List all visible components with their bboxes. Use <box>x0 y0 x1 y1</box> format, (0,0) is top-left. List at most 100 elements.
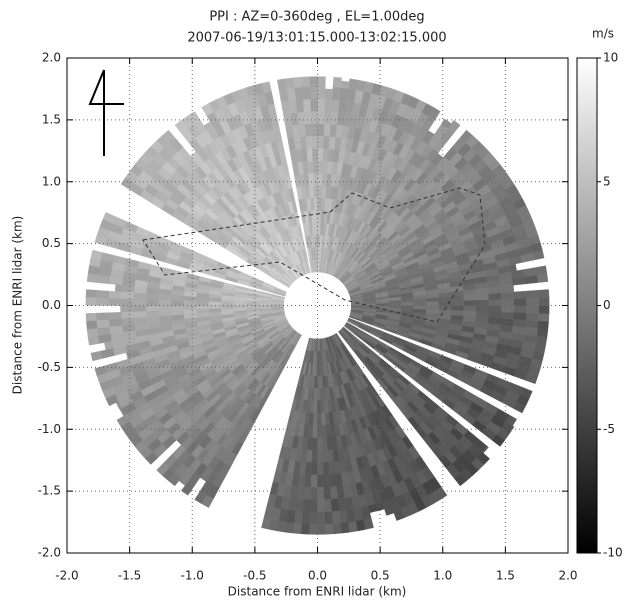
field-cell <box>168 473 182 487</box>
field-cell <box>330 111 339 125</box>
field-cell <box>108 312 122 321</box>
field-cell <box>95 297 109 306</box>
field-cell <box>317 172 323 186</box>
field-cell <box>313 388 318 401</box>
field-cell <box>331 86 341 101</box>
field-cell <box>105 394 119 407</box>
field-cell <box>300 449 308 463</box>
field-cell <box>121 284 135 294</box>
field-cell <box>311 148 318 162</box>
field-cell <box>85 297 97 306</box>
field-cell <box>108 290 122 299</box>
field-cell <box>309 76 318 87</box>
y-axis-label: Distance from ENRI lidar (km) <box>11 216 25 395</box>
field-cell <box>487 317 502 325</box>
field-cell <box>302 98 311 112</box>
field-cell <box>85 312 97 322</box>
field-cell <box>348 78 358 91</box>
field-cell <box>323 111 332 125</box>
x-tick-label: 2.0 <box>558 569 577 583</box>
field-cell <box>145 310 160 318</box>
field-cell <box>208 297 222 303</box>
field-cell <box>120 298 134 306</box>
field-cell <box>304 474 312 488</box>
field-cell <box>488 311 502 319</box>
field-cell <box>328 136 336 150</box>
field-cell <box>537 320 549 330</box>
field-cell <box>327 148 335 162</box>
field-cell <box>309 86 318 100</box>
field-cell <box>317 462 324 476</box>
field-cell <box>500 317 514 327</box>
field-cell <box>286 509 296 524</box>
field-cell <box>476 451 490 465</box>
field-cell <box>488 298 502 306</box>
field-cell <box>145 451 159 465</box>
field-cell <box>277 78 287 91</box>
field-cell <box>481 446 489 454</box>
field-cell <box>413 305 427 310</box>
field-cell <box>301 523 310 535</box>
x-tick-label: -2.0 <box>55 569 78 583</box>
y-tick-label: 1.0 <box>42 174 61 188</box>
field-cell <box>324 511 334 525</box>
field-cell <box>459 129 473 144</box>
y-tick-label: -0.5 <box>38 360 61 374</box>
field-cell <box>303 111 312 125</box>
field-cell <box>322 148 329 162</box>
field-cell <box>208 301 222 306</box>
field-cell <box>146 287 160 295</box>
y-tick-label: -1.5 <box>38 484 61 498</box>
field-cell <box>277 520 287 533</box>
field-cell <box>322 135 330 149</box>
field-cell <box>317 499 326 513</box>
field-cell <box>317 135 324 149</box>
field-cell <box>476 305 490 312</box>
field-cell <box>488 292 502 300</box>
field-cell <box>513 298 527 306</box>
field-cell <box>303 486 312 500</box>
field-cell <box>317 487 325 500</box>
field-cell <box>85 289 97 299</box>
field-cell <box>538 297 550 306</box>
field-cell <box>323 486 332 500</box>
field-cell <box>475 316 489 324</box>
field-cell <box>195 305 209 310</box>
field-cell <box>133 292 147 300</box>
y-tick-label: 2.0 <box>42 51 61 65</box>
field-cell <box>321 160 328 174</box>
y-tick-label: 1.5 <box>42 112 61 126</box>
field-cell <box>295 498 304 512</box>
field-cell <box>312 425 318 439</box>
field-cell <box>317 425 323 439</box>
field-cell <box>538 312 550 322</box>
field-cell <box>96 274 111 285</box>
field-cell <box>312 172 318 186</box>
field-cell <box>270 303 284 306</box>
field-cell <box>183 300 197 306</box>
x-tick-label: -0.5 <box>243 569 266 583</box>
colorbar-tick-label: -10 <box>603 546 623 560</box>
field-cell <box>94 234 107 246</box>
field-cell <box>509 263 517 272</box>
field-cell <box>525 319 539 329</box>
field-cell <box>525 290 540 299</box>
field-cell <box>285 522 295 534</box>
field-cell <box>307 437 314 451</box>
field-cell <box>450 309 465 316</box>
field-cell <box>535 335 548 346</box>
colorbar-label: m/s <box>592 27 614 41</box>
field-cell <box>317 449 324 463</box>
field-cell <box>476 299 490 306</box>
field-cell <box>310 487 318 500</box>
field-cell <box>294 510 304 525</box>
field-cell <box>324 98 333 112</box>
field-cell <box>87 265 100 276</box>
field-cell <box>120 291 135 300</box>
field-cell <box>535 265 548 276</box>
field-cell <box>526 305 540 314</box>
field-cell <box>500 311 515 320</box>
field-cell <box>524 326 539 337</box>
field-cell <box>109 276 123 286</box>
